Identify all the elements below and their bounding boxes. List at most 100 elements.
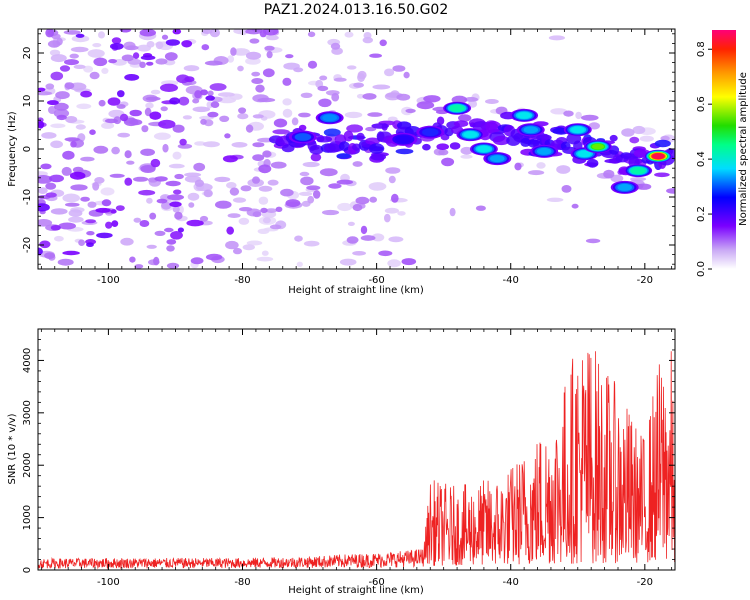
snr-ticks: -100 -80 -60 -40 -20 0 1000 2000 3000 4000	[22, 328, 675, 588]
heatmap-cell	[293, 67, 304, 73]
heatmap-cell	[50, 225, 61, 231]
heatmap-cell	[100, 187, 115, 196]
heatmap-cell	[581, 114, 599, 121]
heatmap-cell	[306, 185, 321, 191]
heatmap-cell	[372, 84, 391, 90]
heatmap-cell	[370, 153, 387, 161]
heatmap-cell	[252, 142, 265, 148]
heatmap-cell	[139, 29, 156, 37]
heatmap-cell	[346, 124, 363, 133]
heatmap-cell	[70, 46, 89, 53]
heatmap-cell	[217, 92, 235, 97]
heatmap-cell	[263, 29, 279, 36]
heatmap-cell	[416, 101, 435, 110]
heatmap-cell	[352, 251, 366, 256]
colorbar-tick-label: 0.4	[696, 151, 707, 167]
heatmap-cell	[265, 208, 278, 214]
heatmap-cell	[460, 146, 473, 155]
heatmap-cell	[69, 53, 79, 59]
heatmap-cell	[65, 116, 78, 123]
heatmap-cell	[294, 235, 303, 242]
heatmap-cell	[423, 95, 441, 103]
heatmap-cell	[230, 47, 237, 56]
heatmap-cell	[252, 114, 264, 119]
heatmap-peak	[591, 143, 604, 150]
snr-x-label: Height of straight line (km)	[288, 585, 424, 596]
heatmap-cell	[603, 169, 615, 179]
heatmap-cell	[226, 226, 234, 235]
heatmap-cell	[260, 207, 268, 213]
heatmap-cell	[232, 48, 250, 56]
heatmap-cell	[299, 171, 310, 177]
heatmap-ridge-cell	[356, 132, 365, 141]
heatmap-cell	[237, 65, 244, 72]
heatmap-cell	[194, 90, 202, 99]
heatmap-cell	[384, 68, 395, 77]
heatmap-cell	[110, 209, 117, 214]
heatmap-cell	[222, 155, 238, 163]
heatmap-cell	[215, 200, 232, 209]
heatmap-cell	[396, 93, 411, 101]
heatmap-cell	[333, 77, 347, 82]
heatmap-cell	[251, 78, 264, 84]
heatmap-cell	[401, 258, 417, 266]
colorbar-tick-label: 0.8	[696, 41, 707, 57]
heatmap-cell	[183, 65, 200, 72]
heatmap-cell	[44, 252, 56, 259]
x-tick-label: -20	[637, 577, 653, 588]
heatmap-cell	[111, 220, 119, 228]
heatmap-cell	[302, 161, 320, 168]
heatmap-cell	[38, 120, 45, 129]
heatmap-cell	[129, 109, 142, 117]
y-tick-label: 2000	[22, 452, 33, 477]
heatmap-cell	[54, 235, 64, 242]
heatmap-cell	[65, 202, 80, 207]
heatmap-cell	[319, 75, 328, 81]
heatmap-cell	[344, 31, 354, 38]
heatmap-cell	[149, 111, 162, 120]
heatmap-cell	[101, 199, 112, 207]
heatmap-cell	[178, 96, 190, 106]
heatmap-cell	[353, 82, 364, 88]
heatmap-cell	[68, 209, 83, 217]
x-tick-label: -80	[234, 275, 250, 286]
heatmap-cell	[385, 167, 401, 174]
heatmap-cell	[219, 115, 230, 123]
heatmap-cell	[199, 215, 209, 222]
heatmap-cell	[303, 240, 320, 247]
y-tick-label: 0	[22, 567, 33, 573]
heatmap-cell	[200, 89, 209, 96]
heatmap-cell	[609, 134, 618, 142]
x-tick-label: -100	[97, 577, 120, 588]
heatmap-cell	[47, 100, 59, 106]
colorbar-tick-label: 0.0	[696, 261, 707, 277]
heatmap-cell	[546, 197, 564, 202]
heatmap-cell	[666, 188, 675, 194]
heatmap-cell	[86, 231, 95, 236]
heatmap-cell	[184, 76, 195, 83]
heatmap-cell	[190, 257, 204, 265]
spectrogram-y-label: Frequency (Hz)	[7, 111, 18, 187]
heatmap-peak	[463, 131, 478, 138]
heatmap-cell	[262, 217, 271, 224]
heatmap-cell	[269, 224, 282, 230]
heatmap-cell	[282, 108, 293, 118]
heatmap-cell	[252, 176, 260, 184]
heatmap-cell	[204, 60, 223, 66]
heatmap-cell	[352, 161, 363, 167]
heatmap-cell	[257, 228, 270, 234]
heatmap-cell	[186, 219, 204, 227]
heatmap-cell	[422, 143, 431, 151]
heatmap-cell	[101, 122, 115, 129]
heatmap-cell	[252, 154, 265, 162]
heatmap-cell	[485, 99, 499, 104]
heatmap-ridge-cell	[453, 120, 469, 127]
heatmap-cell	[149, 212, 157, 220]
colorbar-gradient	[712, 30, 736, 269]
heatmap-cell	[165, 180, 181, 187]
heatmap-cell	[267, 179, 279, 186]
heatmap-cell	[155, 58, 168, 65]
heatmap-cell	[62, 193, 80, 203]
heatmap-cell	[146, 61, 154, 66]
heatmap-cell	[45, 182, 57, 190]
